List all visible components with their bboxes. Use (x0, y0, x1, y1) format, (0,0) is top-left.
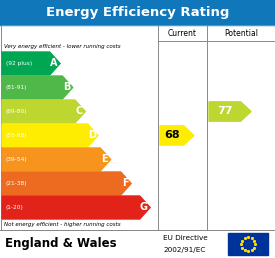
Polygon shape (2, 52, 60, 75)
Text: England & Wales: England & Wales (5, 238, 117, 251)
Text: G: G (140, 203, 148, 213)
Text: (81-91): (81-91) (6, 85, 28, 90)
Text: E: E (101, 155, 108, 165)
Polygon shape (2, 172, 131, 195)
Text: D: D (88, 131, 96, 141)
Text: Energy Efficiency Rating: Energy Efficiency Rating (46, 6, 229, 19)
Text: (39-54): (39-54) (6, 157, 28, 162)
Text: 68: 68 (164, 131, 180, 141)
Text: (69-80): (69-80) (6, 109, 28, 114)
Polygon shape (2, 100, 85, 123)
Text: 77: 77 (217, 107, 233, 117)
Text: B: B (63, 83, 70, 93)
Polygon shape (2, 76, 73, 99)
Text: C: C (76, 107, 83, 117)
Text: (21-38): (21-38) (6, 181, 28, 186)
Text: Very energy efficient - lower running costs: Very energy efficient - lower running co… (4, 44, 121, 49)
Text: Not energy efficient - higher running costs: Not energy efficient - higher running co… (4, 222, 121, 227)
Text: (1-20): (1-20) (6, 205, 24, 210)
Bar (0, 230, 275, 258)
Polygon shape (160, 126, 194, 145)
Text: (55-68): (55-68) (6, 133, 28, 138)
Polygon shape (2, 148, 111, 171)
Polygon shape (209, 102, 251, 121)
Bar (1, 25, 274, 230)
Text: A: A (50, 59, 58, 69)
Text: 2002/91/EC: 2002/91/EC (163, 247, 205, 253)
Text: EU Directive: EU Directive (163, 235, 208, 241)
Text: Current: Current (168, 28, 197, 37)
Text: F: F (122, 179, 128, 189)
Bar (228, 233, 268, 255)
Polygon shape (2, 196, 150, 219)
Text: (92 plus): (92 plus) (6, 61, 32, 66)
Bar (0, 0, 275, 25)
Text: Potential: Potential (224, 28, 258, 37)
Polygon shape (2, 124, 98, 147)
